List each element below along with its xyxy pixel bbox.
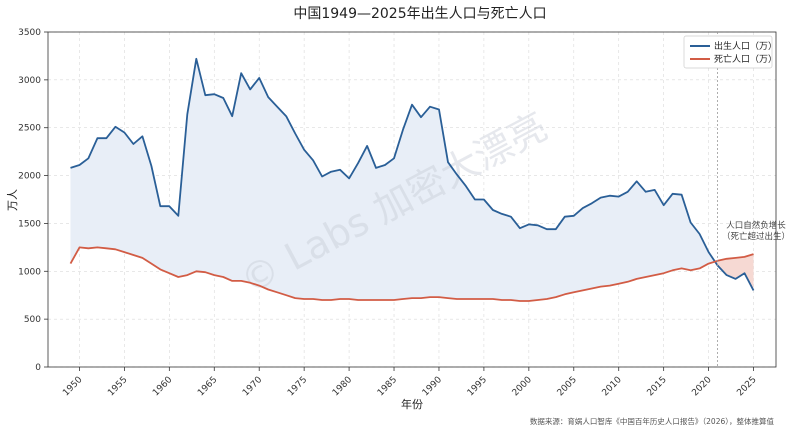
y-axis-label: 万人: [6, 189, 19, 211]
y-tick-label: 0: [35, 363, 41, 373]
x-tick-label: 1975: [286, 375, 309, 398]
annotation: 人口自然负增长（死亡超过出生）: [717, 32, 790, 367]
x-tick-label: 1970: [241, 375, 264, 398]
x-tick-label: 1960: [151, 375, 174, 398]
x-axis-label: 年份: [401, 397, 423, 411]
x-tick-label: 1950: [61, 375, 84, 398]
x-tick-label: 1995: [466, 375, 489, 398]
x-tick-label: 1965: [196, 375, 219, 398]
x-tick-label: 2015: [646, 375, 669, 398]
y-tick-label: 1500: [18, 219, 41, 229]
y-tick-label: 500: [24, 315, 41, 325]
annotation-text: （死亡超过出生）: [722, 231, 790, 242]
x-axis: 1950 1955 1960 1965 1970 1975 1980 1985 1990 1995…: [61, 367, 759, 398]
y-axis: 0 500 1000 1500 2000 2500 3000 3500: [18, 28, 48, 373]
x-tick-label: 1990: [421, 375, 444, 398]
x-tick-label: 2025: [735, 375, 758, 398]
negative-gap-area: [714, 254, 754, 291]
y-tick-label: 2500: [18, 124, 41, 134]
birth-series-line: [70, 57, 755, 291]
x-tick-label: 2000: [511, 375, 534, 398]
x-tick-label: 2005: [556, 375, 579, 398]
x-tick-label: 2010: [601, 375, 624, 398]
y-tick-label: 3500: [18, 28, 41, 38]
legend-label: 死亡人口（万）: [714, 53, 777, 65]
x-tick-label: 2020: [690, 375, 713, 398]
series: [69, 57, 755, 302]
x-tick-label: 1985: [376, 375, 399, 398]
x-tick-label: 1955: [106, 375, 129, 398]
gap-fill-area: [70, 58, 754, 301]
y-tick-label: 1000: [18, 267, 41, 277]
legend-label: 出生人口（万）: [714, 40, 777, 52]
plot-frame: [47, 31, 777, 368]
death-series-line: [69, 246, 754, 302]
x-tick-label: 1980: [331, 375, 354, 398]
y-tick-label: 2000: [18, 172, 41, 182]
chart-title: 中国1949—2025年出生人口与死亡人口: [293, 6, 546, 22]
positive-gap-area: [70, 58, 715, 301]
y-tick-label: 3000: [18, 76, 41, 86]
annotation-text: 人口自然负增长: [726, 220, 786, 231]
source-note: 数据来源：育娲人口智库《中国百年历史人口报告》（2026），整体推算值: [530, 416, 775, 426]
legend: 出生人口（万）死亡人口（万）: [683, 35, 777, 69]
